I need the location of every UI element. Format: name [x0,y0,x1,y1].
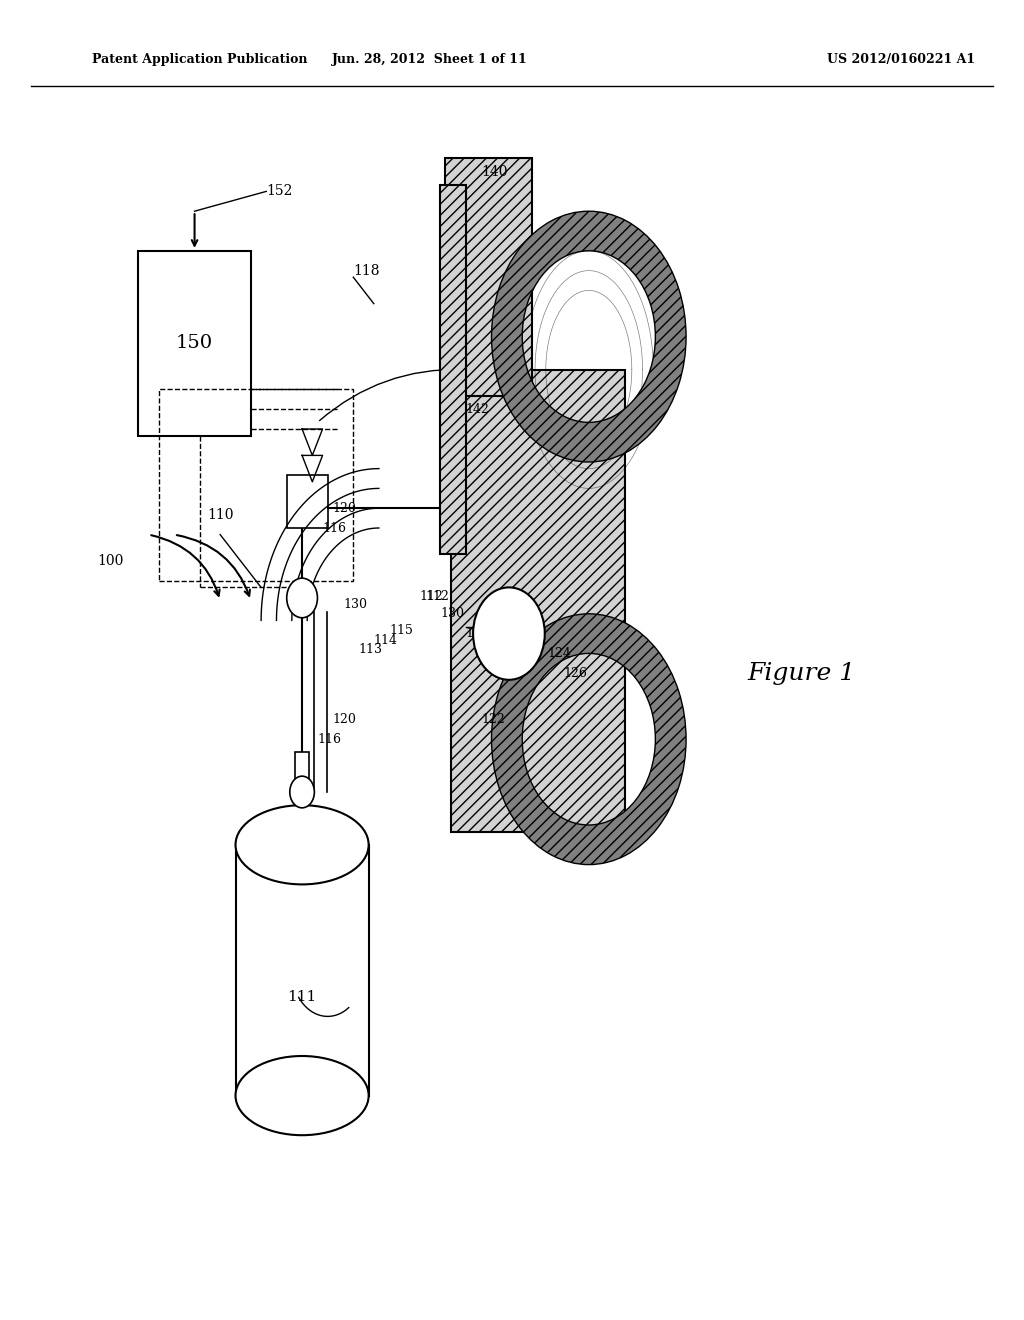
Text: 115: 115 [389,624,413,638]
Bar [451,370,625,832]
Text: 111: 111 [288,990,316,1003]
Text: 152: 152 [266,185,293,198]
Text: 114: 114 [374,634,397,647]
Circle shape [287,578,317,618]
Text: Figure 1: Figure 1 [748,661,856,685]
Text: 118: 118 [353,264,380,277]
Text: 116: 116 [317,733,341,746]
Text: US 2012/0160221 A1: US 2012/0160221 A1 [827,53,975,66]
Bar [287,475,328,528]
Text: 132: 132 [466,627,489,640]
Ellipse shape [473,587,545,680]
Text: 112: 112 [425,590,449,603]
Text: 113: 113 [358,643,382,656]
Text: 100: 100 [97,554,124,568]
Text: 126: 126 [563,667,587,680]
Text: 142: 142 [466,403,489,416]
Text: 124: 124 [548,647,571,660]
Bar [445,158,532,396]
Text: 110: 110 [207,508,233,521]
Text: 112: 112 [420,590,443,603]
Text: 122: 122 [481,713,505,726]
Text: Jun. 28, 2012  Sheet 1 of 11: Jun. 28, 2012 Sheet 1 of 11 [332,53,528,66]
Bar [295,752,309,805]
Text: 150: 150 [176,334,213,352]
Text: Patent Application Publication: Patent Application Publication [92,53,307,66]
Text: 140: 140 [481,165,508,178]
Text: 120: 120 [333,713,356,726]
Bar [236,845,369,1096]
Text: 120: 120 [333,502,356,515]
Text: 130: 130 [440,607,464,620]
Circle shape [290,776,314,808]
Text: 116: 116 [323,521,346,535]
Ellipse shape [236,805,369,884]
Wedge shape [492,211,686,462]
Bar [159,389,353,581]
Ellipse shape [236,1056,369,1135]
Text: 130: 130 [343,598,367,611]
Bar [440,185,466,554]
Wedge shape [492,614,686,865]
Bar [138,251,251,436]
